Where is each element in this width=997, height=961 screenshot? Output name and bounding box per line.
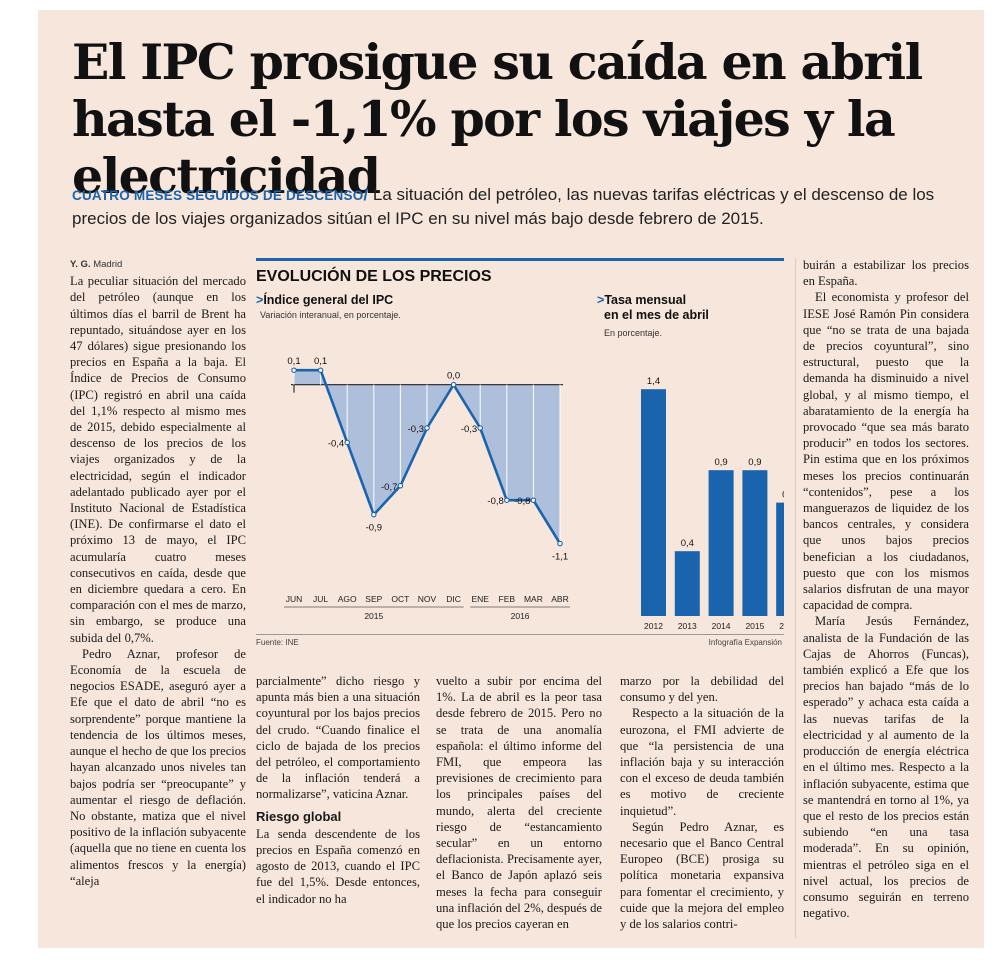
bar-chart-tick-label: 2015: [745, 621, 764, 631]
byline-author: Y. G.: [70, 259, 91, 270]
byline: Y. G. Madrid: [70, 257, 246, 273]
bar-chart-title: >Tasa mensual en el mes de abril: [597, 293, 709, 322]
line-chart-value-label: -0,3: [408, 424, 424, 435]
deck-kicker: CUATRO MESES SEGUIDOS DE DESCENSO: [72, 188, 364, 203]
article-paragraph: Según Pedro Aznar, es necesario que el B…: [620, 819, 784, 932]
article-column-5: buirán a estabilizar los precios en Espa…: [803, 257, 969, 921]
bar-chart-tick-label: 2013: [678, 621, 697, 631]
line-chart-tick-label: DIC: [446, 594, 461, 604]
byline-place: Madrid: [90, 259, 123, 270]
line-chart-point: [530, 497, 537, 503]
line-chart-year-label: 2016: [511, 611, 530, 621]
bar-chart-bar: [776, 502, 784, 616]
line-chart-value-label: 0,0: [447, 371, 460, 382]
line-chart-tick-label: JUN: [286, 594, 303, 604]
line-chart-value-label: -0,9: [366, 523, 382, 534]
line-chart-tick-label: OCT: [391, 594, 409, 604]
deck-text: La situación del petróleo, las nuevas ta…: [72, 185, 935, 228]
bar-chart-value-label: 0,7: [782, 490, 784, 501]
article-paragraph: vuelto a subir por encima del 1%. La de …: [436, 674, 602, 932]
line-chart-point: [450, 381, 457, 388]
headline: El IPC prosigue su caída en abril hasta …: [72, 33, 923, 205]
column-divider: [795, 258, 796, 938]
line-chart-point: [557, 540, 563, 547]
graphic-bottom-rule: [256, 634, 784, 635]
article-paragraph: Pedro Aznar, profesor de Economía de la …: [70, 646, 246, 888]
bar-chart-value-label: 0,9: [748, 457, 761, 468]
line-chart-value-label: -0,3: [461, 424, 477, 435]
line-chart-tick-label: FEB: [499, 594, 516, 604]
subheading: Riesgo global: [256, 808, 342, 824]
chart-canvas: 0,1 0,1 -0,4 -0,9 -0,7 -0,3 0,0 -0,3 -0,8 -0,8 -1,…: [284, 356, 784, 631]
graphic-title: EVOLUCIÓN DE LOS PRECIOS: [256, 268, 492, 285]
article-paragraph: La peculiar situación del mercado del pe…: [70, 274, 246, 645]
line-chart-point: [371, 511, 377, 518]
line-chart-point: [344, 439, 350, 446]
line-chart-title: >Índice general del IPC: [256, 293, 394, 307]
line-chart-tick-label: ABR: [551, 594, 568, 604]
arrow-icon: >: [597, 293, 605, 307]
bar-chart-tick-label: 2016: [779, 621, 784, 631]
line-chart-point: [477, 425, 483, 431]
bar-chart-tick-label: 2014: [712, 621, 731, 631]
line-chart-value-label: -0,4: [328, 438, 344, 449]
line-chart-tick-label: SEP: [365, 594, 382, 604]
graphic-source: Fuente: INE: [256, 638, 299, 647]
bar-chart-value-label: 1,4: [647, 376, 660, 387]
newspaper-page: El IPC prosigue su caída en abril hasta …: [38, 10, 984, 948]
line-chart-value-label: -1,1: [552, 552, 568, 563]
bar-chart-bar: [708, 470, 734, 616]
article-paragraph: María Jesús Fernández, analista de la Fu…: [803, 614, 969, 921]
bar-chart-bar: [641, 389, 666, 616]
article-paragraph: parcialmente” dicho riesgo y apunta más …: [256, 674, 420, 802]
graphic-credit: Infografía Expansión: [708, 638, 782, 647]
line-chart-year-label: 2015: [364, 611, 383, 621]
graphic-top-rule: [256, 258, 784, 261]
bar-chart-value-label: 0,4: [681, 538, 694, 549]
bar-chart-value-label: 0,9: [714, 457, 727, 468]
deck: CUATRO MESES SEGUIDOS DE DESCENSO/ La si…: [72, 183, 972, 230]
line-chart-area: [294, 370, 560, 544]
bar-chart-note: En porcentaje.: [604, 328, 663, 338]
bar-chart-bar: [674, 551, 700, 616]
article-paragraph: marzo por la debilidad del consumo y del…: [620, 674, 784, 705]
line-chart-point: [504, 497, 510, 503]
line-chart-value-label: -0,8: [487, 496, 503, 507]
line-chart-point: [291, 367, 297, 373]
line-chart-value-label: -0,8: [514, 496, 530, 507]
article-column-1: Y. G. Madrid La peculiar situación del m…: [70, 257, 246, 889]
line-chart-note: Variación interanual, en porcentaje.: [260, 310, 401, 320]
article-paragraph: buirán a estabilizar los precios en Espa…: [803, 258, 969, 289]
arrow-icon: >: [256, 293, 264, 307]
line-chart-tick-label: JUL: [313, 594, 328, 604]
deck-slash: /: [363, 185, 369, 204]
article-paragraph: La senda descendente de los precios en E…: [256, 826, 420, 906]
line-chart-tick-label: MAR: [524, 594, 543, 604]
article-column-3: vuelto a subir por encima del 1%. La de …: [436, 673, 602, 932]
line-chart-tick-label: NOV: [418, 594, 437, 604]
line-chart-point: [317, 367, 324, 373]
line-chart-point: [397, 483, 404, 489]
bar-chart-bar: [742, 470, 768, 616]
article-column-4: marzo por la debilidad del consumo y del…: [620, 673, 784, 932]
infographic: EVOLUCIÓN DE LOS PRECIOS >Índice general…: [256, 258, 784, 654]
bar-chart-tick-label: 2012: [644, 621, 663, 631]
line-chart-tick-label: ENE: [471, 594, 489, 604]
line-chart-tick-label: AGO: [338, 594, 357, 604]
article-paragraph: Respecto a la situación de la eurozona, …: [620, 706, 784, 818]
line-chart-value-label: -0,7: [381, 482, 397, 493]
line-chart-value-label: 0,1: [314, 356, 327, 367]
article-paragraph: El economista y profesor del IESE José R…: [803, 290, 969, 613]
line-chart-point: [424, 425, 430, 431]
line-chart-value-label: 0,1: [287, 356, 300, 367]
article-column-2: parcialmente” dicho riesgo y apunta más …: [256, 673, 420, 907]
